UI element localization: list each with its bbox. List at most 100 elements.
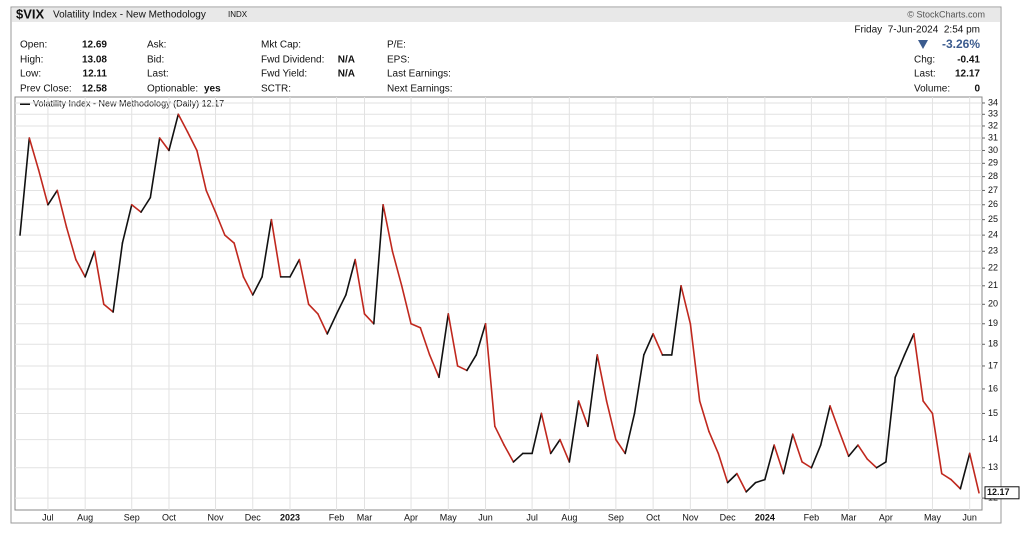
line-segment bbox=[158, 137, 170, 152]
field-label: SCTR: bbox=[261, 84, 291, 95]
line-segment bbox=[428, 354, 440, 379]
symbol: $VIX bbox=[16, 6, 45, 21]
field-label: Chg: bbox=[914, 55, 935, 66]
line-segment bbox=[456, 365, 468, 372]
y-tick-label: 27 bbox=[988, 185, 998, 195]
line-segment bbox=[140, 196, 152, 213]
line-segment bbox=[559, 438, 571, 463]
line-segment bbox=[410, 322, 422, 329]
field-label: Low: bbox=[20, 69, 41, 80]
line-segment bbox=[149, 137, 161, 199]
x-tick-label: Dec bbox=[720, 512, 737, 522]
line-segment bbox=[354, 258, 366, 315]
line-segment bbox=[568, 400, 580, 463]
x-tick-label: Mar bbox=[357, 512, 373, 522]
field-value: N/A bbox=[338, 55, 355, 66]
line-segment bbox=[773, 444, 785, 475]
line-segment bbox=[698, 400, 710, 433]
line-segment bbox=[885, 376, 897, 463]
line-segment bbox=[93, 250, 105, 306]
line-segment bbox=[447, 313, 459, 367]
y-tick-label: 33 bbox=[988, 109, 998, 119]
line-segment bbox=[345, 258, 356, 296]
x-tick-label: Nov bbox=[208, 512, 225, 522]
last-value-label: 12.17 bbox=[987, 487, 1010, 497]
field-value: 12.58 bbox=[82, 84, 107, 95]
y-tick-label: 28 bbox=[988, 171, 998, 181]
line-segment bbox=[726, 472, 738, 484]
y-tick-label: 26 bbox=[988, 199, 998, 209]
line-segment bbox=[624, 412, 636, 455]
date: Friday 7-Jun-2024 2:54 pm bbox=[854, 25, 980, 36]
line-segment bbox=[196, 149, 208, 192]
y-tick-label: 16 bbox=[988, 383, 998, 393]
line-segment bbox=[224, 234, 235, 244]
line-segment bbox=[670, 284, 682, 356]
field-label: Last: bbox=[147, 69, 169, 80]
y-tick-label: 25 bbox=[988, 214, 998, 224]
line-segment bbox=[922, 400, 934, 415]
y-tick-label: 22 bbox=[988, 263, 998, 273]
line-segment bbox=[438, 313, 450, 379]
line-segment bbox=[233, 242, 245, 278]
line-segment bbox=[838, 430, 850, 458]
x-tick-label: Mar bbox=[841, 512, 857, 522]
x-tick-label: 2023 bbox=[280, 512, 300, 522]
x-tick-label: Nov bbox=[682, 512, 699, 522]
field-value: -0.41 bbox=[957, 55, 980, 66]
x-tick-label: Feb bbox=[329, 512, 345, 522]
line-segment bbox=[754, 478, 766, 484]
line-segment bbox=[19, 137, 31, 236]
line-segment bbox=[419, 326, 431, 356]
plot-area bbox=[14, 96, 983, 511]
field-value: 12.17 bbox=[955, 69, 980, 80]
line-segment bbox=[214, 211, 226, 236]
y-tick-label: 34 bbox=[988, 97, 998, 107]
y-tick-label: 17 bbox=[988, 360, 998, 370]
line-segment bbox=[261, 218, 273, 278]
line-segment bbox=[764, 444, 775, 481]
line-segment bbox=[317, 313, 329, 335]
field-label: Fwd Dividend: bbox=[261, 55, 324, 66]
line-segment bbox=[596, 354, 608, 402]
y-tick-label: 32 bbox=[988, 120, 998, 130]
field-label: Fwd Yield: bbox=[261, 69, 307, 80]
line-segment bbox=[717, 452, 729, 484]
line-segment bbox=[736, 472, 748, 493]
last-value-box bbox=[984, 486, 1020, 500]
x-tick-label: Apr bbox=[404, 512, 418, 522]
y-tick-label: 30 bbox=[988, 145, 998, 155]
x-tick-label: Jun bbox=[962, 512, 977, 522]
line-segment bbox=[950, 478, 962, 490]
name: Volatility Index - New Methodology bbox=[53, 10, 206, 21]
line-segment bbox=[177, 113, 189, 133]
field-label: Mkt Cap: bbox=[261, 40, 301, 51]
line-segment bbox=[512, 452, 524, 463]
line-segment bbox=[810, 444, 822, 469]
field-label: Volume: bbox=[914, 84, 950, 95]
line-segment bbox=[56, 189, 68, 229]
line-segment bbox=[549, 438, 561, 455]
x-tick-label: Oct bbox=[162, 512, 177, 522]
x-tick-label: Oct bbox=[646, 512, 661, 522]
y-tick-label: 14 bbox=[988, 434, 998, 444]
line-segment bbox=[251, 276, 263, 296]
x-tick-label: 2024 bbox=[755, 512, 775, 522]
line-segment bbox=[643, 333, 654, 356]
y-tick-label: 23 bbox=[988, 246, 998, 256]
line-segment bbox=[531, 412, 543, 455]
line-segment bbox=[37, 169, 49, 206]
grid bbox=[15, 97, 982, 510]
y-tick-label: 21 bbox=[988, 280, 998, 290]
line-segment bbox=[47, 189, 59, 206]
line-segment bbox=[121, 203, 133, 244]
field-label: Last: bbox=[914, 69, 936, 80]
line-segment bbox=[959, 452, 971, 490]
line-segment bbox=[363, 313, 375, 325]
line-segment bbox=[289, 258, 301, 278]
x-tick-label: Sep bbox=[124, 512, 140, 522]
line-segment bbox=[708, 430, 720, 455]
line-segment bbox=[205, 189, 217, 213]
field-label: High: bbox=[20, 55, 43, 66]
field-label: Bid: bbox=[147, 55, 164, 66]
